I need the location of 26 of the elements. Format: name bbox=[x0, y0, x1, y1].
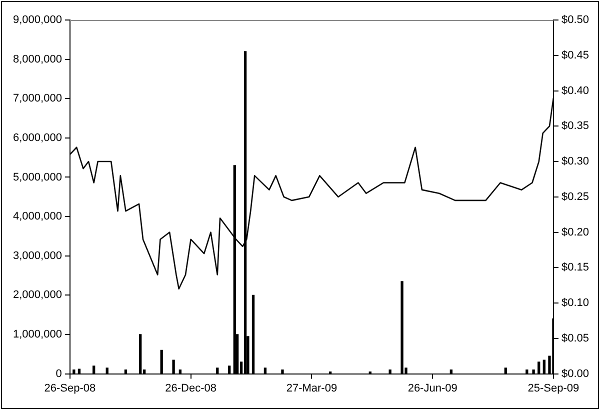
y2-tick-label: $0.05 bbox=[561, 332, 590, 344]
y2-tick-label: $0.20 bbox=[561, 226, 590, 238]
y-tick-label: 3,000,000 bbox=[13, 250, 62, 262]
y-tick-label: 9,000,000 bbox=[13, 14, 62, 26]
y-tick-label: 2,000,000 bbox=[13, 289, 62, 302]
y2-tick-label: $0.40 bbox=[561, 84, 590, 97]
y-tick-label: 1,000,000 bbox=[13, 328, 62, 341]
y-tick-label: 4,000,000 bbox=[13, 210, 62, 223]
y-tick-label: 8,000,000 bbox=[13, 53, 62, 66]
y2-tick-label: $0.50 bbox=[561, 14, 590, 26]
y2-tick-label: $0.10 bbox=[561, 297, 590, 310]
y-tick-label: 6,000,000 bbox=[13, 132, 62, 144]
x-tick-label: 27-Mar-09 bbox=[286, 382, 338, 394]
y-tick-label: 0 bbox=[56, 368, 62, 380]
y-tick-label: 7,000,000 bbox=[13, 92, 62, 105]
y2-tick-label: $0.45 bbox=[561, 49, 590, 62]
x-tick-label: 26-Jun-09 bbox=[408, 382, 458, 394]
y2-tick-label: $0.00 bbox=[561, 368, 590, 380]
x-tick-label: 26-Dec-08 bbox=[165, 382, 216, 394]
y-tick-label: 5,000,000 bbox=[13, 171, 62, 184]
x-tick-label: 25-Sep-09 bbox=[528, 382, 580, 394]
x-tick-label: 26-Sep-08 bbox=[44, 382, 96, 394]
y2-tick-label: $0.15 bbox=[561, 262, 590, 274]
y2-tick-label: $0.35 bbox=[561, 120, 590, 132]
y2-tick-label: $0.25 bbox=[561, 190, 590, 203]
y2-tick-label: $0.30 bbox=[561, 156, 590, 168]
